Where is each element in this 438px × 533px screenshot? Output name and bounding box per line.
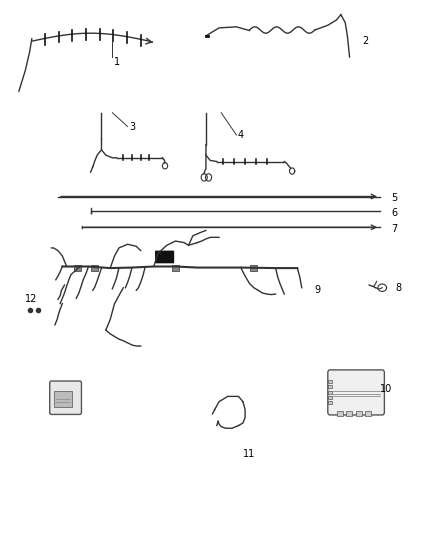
Bar	[92, 265, 99, 271]
Bar	[336, 411, 343, 416]
Bar	[346, 411, 352, 416]
Bar	[356, 411, 362, 416]
Text: 3: 3	[129, 122, 135, 132]
Bar	[328, 385, 332, 389]
Text: 9: 9	[315, 285, 321, 295]
FancyBboxPatch shape	[328, 370, 385, 415]
Bar	[74, 265, 81, 271]
Bar	[328, 401, 332, 405]
Bar	[54, 391, 72, 407]
Text: 8: 8	[395, 282, 401, 293]
FancyBboxPatch shape	[49, 381, 81, 415]
FancyBboxPatch shape	[155, 251, 174, 263]
Text: 4: 4	[238, 130, 244, 140]
Bar	[251, 265, 257, 271]
Text: 5: 5	[391, 192, 397, 203]
Text: 2: 2	[363, 36, 369, 46]
Text: 12: 12	[25, 294, 38, 304]
Bar	[365, 411, 371, 416]
Bar	[328, 380, 332, 383]
Text: 10: 10	[380, 384, 392, 394]
Text: 7: 7	[391, 224, 397, 235]
Text: 1: 1	[114, 57, 120, 67]
Text: 6: 6	[391, 208, 397, 219]
Bar	[328, 396, 332, 399]
Bar	[172, 265, 179, 271]
Text: 11: 11	[243, 449, 255, 459]
Bar	[328, 391, 332, 394]
